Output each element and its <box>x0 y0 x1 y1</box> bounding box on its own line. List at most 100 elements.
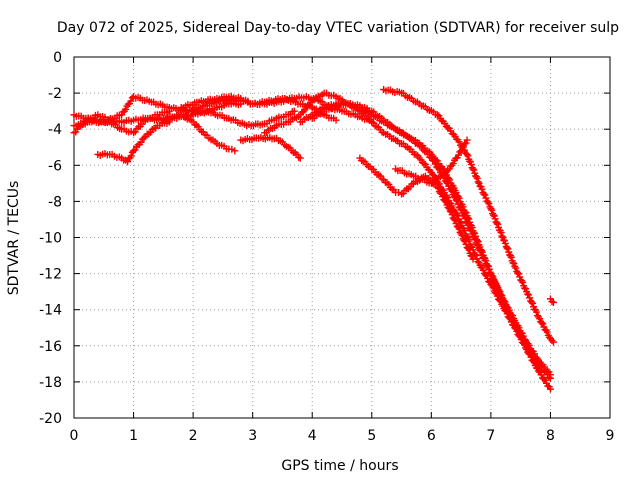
data-point <box>539 320 547 328</box>
data-point <box>479 266 487 274</box>
data-point <box>301 106 309 114</box>
data-point <box>480 190 488 198</box>
y-tick-label: -12 <box>39 267 62 283</box>
data-point <box>442 178 450 186</box>
y-tick-label: -2 <box>48 86 62 102</box>
data-point <box>473 174 481 182</box>
data-point <box>507 311 515 319</box>
data-point <box>525 341 533 349</box>
data-point <box>421 160 429 168</box>
data-point <box>464 152 472 160</box>
data-point <box>474 258 482 266</box>
data-point <box>519 278 527 286</box>
data-point <box>473 240 481 248</box>
data-point <box>453 197 461 205</box>
data-point <box>505 306 513 314</box>
x-tick-label: 8 <box>546 428 555 444</box>
data-point <box>299 108 307 116</box>
data-point <box>541 376 549 384</box>
series-arc-7 <box>237 133 304 162</box>
x-tick-label: 5 <box>367 428 376 444</box>
data-point <box>493 219 501 227</box>
data-point <box>458 232 466 240</box>
data-point <box>435 112 443 120</box>
data-point <box>529 299 537 307</box>
series-arc-8 <box>177 92 340 124</box>
data-point <box>531 350 539 358</box>
data-point <box>448 187 456 195</box>
data-point <box>165 118 173 126</box>
data-point <box>481 271 489 279</box>
data-point <box>455 225 463 233</box>
data-point <box>498 232 506 240</box>
y-tick-label: -6 <box>48 158 62 174</box>
data-point <box>515 324 523 332</box>
data-point <box>127 97 135 105</box>
series-arc-3 <box>94 118 173 166</box>
data-point <box>131 146 139 154</box>
data-point <box>515 270 523 278</box>
data-point <box>467 227 475 235</box>
grid <box>74 57 610 418</box>
data-point <box>540 363 548 371</box>
data-point <box>442 198 450 206</box>
x-axis-label: GPS time / hours <box>281 458 398 474</box>
x-tick-label: 3 <box>248 428 257 444</box>
series-arc-5 <box>159 111 239 155</box>
data-point <box>485 200 493 208</box>
x-tick-label: 0 <box>70 428 79 444</box>
data-point <box>524 290 532 298</box>
data-point <box>537 371 545 379</box>
data-point <box>70 129 78 137</box>
x-tick-label: 4 <box>308 428 317 444</box>
series-arc-4 <box>70 107 173 137</box>
series-arc-10 <box>296 99 554 382</box>
data-point <box>231 147 239 155</box>
data-point <box>450 192 458 200</box>
data-point <box>528 298 536 306</box>
data-point <box>433 111 441 119</box>
data-point <box>460 236 468 244</box>
x-tick-label: 9 <box>606 428 615 444</box>
data-point <box>467 252 475 260</box>
series-arc-13 <box>380 85 557 346</box>
data-point <box>137 138 145 146</box>
data-point <box>452 196 460 204</box>
data-point <box>461 227 469 235</box>
data-point <box>494 220 502 228</box>
data-point <box>481 256 489 264</box>
data-point <box>449 160 457 168</box>
data-point <box>457 206 465 214</box>
data-point <box>461 214 469 222</box>
data-point <box>458 145 466 153</box>
y-tick-label: -14 <box>39 303 62 319</box>
data-point <box>435 165 443 173</box>
data-point <box>464 244 472 252</box>
x-tick-label: 7 <box>486 428 495 444</box>
data-point <box>469 255 477 263</box>
data-markers <box>70 85 557 393</box>
data-point <box>463 136 471 144</box>
y-axis-label: SDTVAR / TECUs <box>6 181 22 296</box>
data-point <box>497 291 505 299</box>
series-arc-15 <box>546 295 557 306</box>
series-arc-12 <box>356 154 477 263</box>
data-point <box>456 218 464 226</box>
data-point <box>549 298 557 306</box>
data-point <box>457 147 465 155</box>
data-point <box>165 107 173 115</box>
data-point <box>470 166 478 174</box>
data-point <box>509 259 517 267</box>
chart-title: Day 072 of 2025, Sidereal Day-to-day VTE… <box>57 20 619 36</box>
data-point <box>503 244 511 252</box>
data-point <box>461 237 469 245</box>
data-point <box>444 203 452 211</box>
data-point <box>454 151 462 159</box>
y-tick-label: -10 <box>39 231 62 247</box>
data-point <box>474 178 482 186</box>
axis-ticks: 0 1 2 3 4 5 6 7 8 9 0 -2 -4 -6 -8 -10 -12 -14 -16 -18 -20 <box>39 50 614 444</box>
data-point <box>441 197 449 205</box>
data-point <box>140 134 148 142</box>
y-tick-label: 0 <box>53 50 62 66</box>
data-point <box>450 215 458 223</box>
